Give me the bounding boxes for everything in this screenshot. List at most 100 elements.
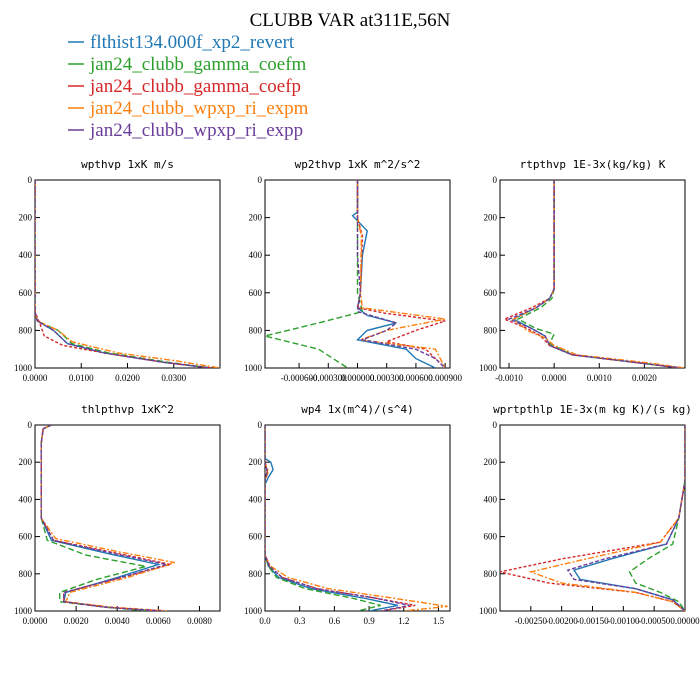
y-tick-label: 400 [484,250,498,260]
y-tick-label: 200 [484,457,498,467]
x-tick-label: 0.0200 [115,373,140,383]
x-tick-label: 0.0100 [69,373,94,383]
series-line [35,180,211,368]
y-tick-label: 800 [484,325,498,335]
x-tick-label: -0.00100 [607,616,640,626]
figure-title: CLUBB VAR at311E,56N [250,10,451,31]
series-line [40,425,167,611]
y-tick-label: 800 [484,569,498,579]
x-tick-label: 0.0080 [187,616,212,626]
series-line [356,180,446,368]
panel-title: wp2thvp 1xK m^2/s^2 [295,158,421,171]
legend-entry: jan24_clubb_wpxp_ri_expm [89,98,309,119]
chart-panel: rtpthvp 1E-3x(kg/kg) K 0 200 400 600 800 1000-… [479,158,686,383]
series-line [35,180,211,368]
x-tick-label: 0.0040 [105,616,130,626]
x-tick-label: 0.0 [259,616,271,626]
y-tick-label: 0 [28,175,33,185]
series-line [516,180,681,368]
x-tick-label: 0.0300 [161,373,186,383]
y-tick-label: 600 [19,532,33,542]
series-line [265,425,416,611]
y-tick-label: 400 [484,494,498,504]
y-tick-label: 0 [28,420,33,430]
series-line [356,180,446,368]
x-tick-label: -0.00200 [546,616,579,626]
series-line [40,425,176,611]
legend-entry: jan24_clubb_wpxp_ri_expp [89,120,303,141]
y-tick-label: 200 [19,457,33,467]
series-line [265,425,448,611]
x-tick-label: 0.9 [363,616,375,626]
series-line [628,425,685,611]
x-tick-label: -0.00250 [515,616,548,626]
x-tick-label: 0.0010 [587,373,612,383]
y-tick-label: 0 [258,420,263,430]
series-line [507,180,681,368]
x-tick-label: 0.00000 [670,616,700,626]
series-line [265,425,381,611]
chart-panel: wprtpthlp 1E-3x(m kg K)/(s kg) 0 200 400 600… [479,403,700,626]
y-tick-label: 400 [19,494,33,504]
y-tick-label: 800 [249,325,263,335]
series-line [265,180,364,368]
y-tick-label: 600 [19,288,33,298]
x-tick-label: -0.00050 [638,616,671,626]
x-tick-label: 0.0020 [64,616,89,626]
plot-frame [499,424,686,612]
series-line [35,180,211,368]
y-tick-label: 1000 [244,606,263,616]
series-line [356,180,446,368]
y-tick-label: 0 [258,175,263,185]
series-line [572,425,685,611]
series-line [500,425,685,611]
panel-title: wp4 1x(m^4)/(s^4) [301,403,414,416]
x-tick-label: -0.0010 [495,373,523,383]
panel-title: wprtpthlp 1E-3x(m kg K)/(s kg) [493,403,692,416]
x-tick-label: 0.000900 [428,373,462,383]
y-tick-label: 800 [19,569,33,579]
x-tick-label: 0.0000 [23,616,48,626]
plot-frame [499,179,686,369]
panel-title: wpthvp 1xK m/s [81,158,174,171]
y-tick-label: 1000 [479,363,498,373]
series-line [265,425,399,611]
x-tick-label: 0.000300 [370,373,404,383]
y-tick-label: 600 [484,532,498,542]
x-tick-label: 0.0020 [632,373,657,383]
y-tick-label: 200 [19,213,33,223]
y-tick-label: 0 [493,175,498,185]
y-tick-label: 200 [249,213,263,223]
plot-frame [34,424,221,612]
y-tick-label: 200 [484,213,498,223]
series-line [265,425,410,611]
panel-title: thlpthvp 1xK^2 [81,403,174,416]
panel-title: rtpthvp 1E-3x(kg/kg) K [520,158,666,171]
y-tick-label: 800 [19,325,33,335]
y-tick-label: 0 [493,420,498,430]
x-tick-label: -0.000600 [281,373,318,383]
y-tick-label: 200 [249,457,263,467]
series-line [512,180,685,368]
legend-entry: flthist134.000f_xp2_revert [90,32,295,53]
series-line [511,180,681,368]
x-tick-label: -0.000300 [310,373,347,383]
x-tick-label: 0.0060 [146,616,171,626]
y-tick-label: 1000 [14,606,33,616]
legend: flthist134.000f_xp2_revertjan24_clubb_ga… [68,32,309,141]
chart-panel: wp2thvp 1xK m^2/s^2 0 200 400 600 800 1000 -0.0… [244,158,463,383]
y-tick-label: 1000 [244,363,263,373]
y-tick-label: 600 [249,532,263,542]
y-tick-label: 400 [19,250,33,260]
y-tick-label: 400 [249,250,263,260]
x-tick-label: 0.6 [329,616,341,626]
x-tick-label: 0.3 [294,616,306,626]
series-line [35,180,211,368]
x-tick-label: 0.000600 [399,373,433,383]
y-tick-label: 1000 [14,363,33,373]
series-line [566,425,685,611]
